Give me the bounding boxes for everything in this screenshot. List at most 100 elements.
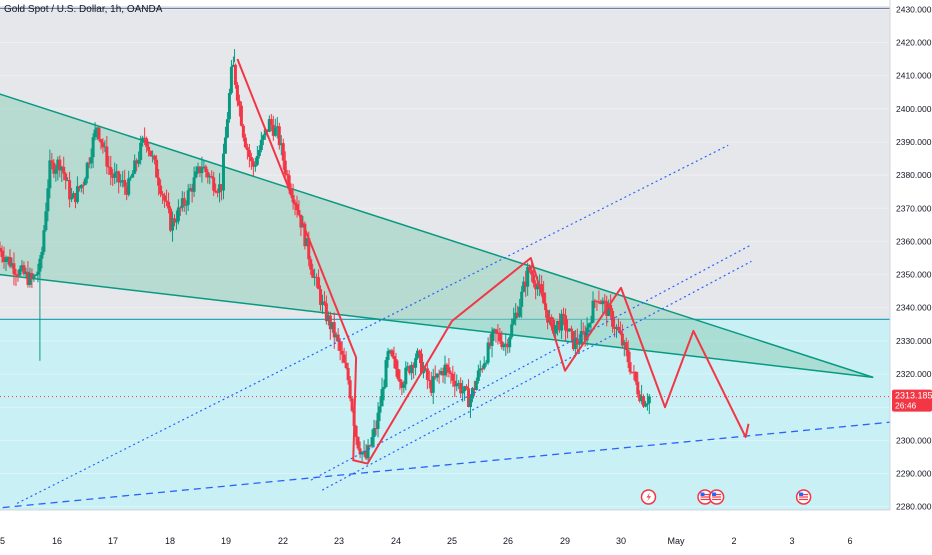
candle-body [613, 326, 617, 329]
candle-body [93, 129, 97, 138]
candle-body [346, 367, 350, 381]
lightning-event-icon[interactable] [640, 489, 657, 505]
candle-body [73, 193, 77, 203]
candle-body [72, 193, 76, 198]
candle-body [419, 353, 423, 374]
candle-body [320, 301, 324, 305]
candle-body [470, 388, 474, 399]
candle-body [524, 281, 528, 287]
x-tick-label: 23 [334, 536, 344, 546]
candle-body [581, 331, 585, 333]
candle-body [484, 362, 488, 364]
candle-body [125, 186, 129, 195]
candle-body [34, 274, 38, 276]
candle-body [279, 143, 283, 146]
candle-body [147, 146, 151, 151]
candle-body [194, 171, 198, 178]
candle-body [204, 166, 208, 172]
x-tick-label: May [667, 536, 685, 546]
candle-body [510, 324, 514, 338]
candle-body [157, 177, 161, 186]
candle-body [338, 341, 342, 351]
x-tick-label: 6 [847, 536, 852, 546]
candle-body [315, 276, 319, 278]
candle-body [467, 388, 471, 408]
candle-body [402, 384, 406, 388]
candle-body [283, 160, 287, 174]
candle-body [127, 178, 131, 195]
candle-body [616, 326, 620, 331]
candle-body [121, 180, 125, 182]
candle-body [239, 105, 243, 126]
candle-body [421, 369, 425, 374]
price-axis-background [890, 0, 932, 550]
candle-body [406, 366, 410, 368]
candle-body [601, 300, 605, 305]
candle-body [482, 363, 486, 369]
x-tick-label: 24 [391, 536, 401, 546]
candle-body [182, 198, 186, 206]
candle-body [344, 362, 348, 368]
x-tick-label: 19 [221, 536, 231, 546]
lightning-bolt [646, 492, 651, 502]
candle-body [26, 271, 30, 285]
candle-body [603, 300, 607, 302]
candle-body [275, 126, 279, 128]
candle-body [109, 167, 113, 175]
candle-body [599, 302, 603, 305]
candle-body [516, 312, 520, 317]
flag-canton [700, 492, 705, 496]
candle-body [313, 276, 317, 278]
x-tick-label: 22 [278, 536, 288, 546]
candle-body [40, 251, 44, 259]
candle-body [271, 124, 275, 136]
y-tick-label: 2400.000 [896, 104, 932, 114]
candle-body [220, 184, 224, 191]
candle-body [626, 350, 630, 363]
x-tick-label: 26 [503, 536, 513, 546]
candle-body [388, 350, 392, 352]
candle-body [514, 312, 518, 319]
candle-body [328, 315, 332, 330]
candle-body [317, 277, 321, 290]
candle-body [267, 119, 271, 132]
candle-body [171, 218, 175, 231]
candle-body [508, 337, 512, 348]
x-tick-label: 2 [731, 536, 736, 546]
us-flag-event-icon[interactable] [795, 489, 812, 505]
candle-body [461, 391, 465, 394]
us-flag-event-icon[interactable] [708, 489, 725, 505]
candle-body [129, 177, 133, 179]
candle-body [425, 368, 429, 380]
candle-body [202, 166, 206, 169]
candle-body [368, 445, 372, 447]
candle-body [58, 159, 62, 171]
channel-line-2 [310, 244, 752, 481]
candle-body [16, 274, 20, 276]
candle-body [46, 188, 50, 212]
candle-body [68, 180, 72, 200]
candle-body [530, 270, 534, 275]
candle-body [153, 155, 157, 160]
candle-body [443, 364, 447, 376]
candle-body [567, 328, 571, 332]
current-price-badge [892, 389, 932, 412]
candle-body [79, 184, 83, 189]
candle-body [431, 376, 435, 393]
candle-body [253, 164, 257, 167]
candle-body [119, 181, 123, 183]
candle-body [251, 161, 255, 167]
candle-body [400, 381, 404, 388]
candle-body [437, 373, 441, 375]
candle-body [494, 329, 498, 333]
candle-body [0, 250, 4, 257]
candle-body [556, 320, 560, 326]
candle-body [281, 143, 285, 161]
candle-body [374, 428, 378, 430]
y-tick-label: 2320.000 [896, 369, 932, 379]
candle-body [416, 350, 420, 359]
candle-body [558, 320, 562, 331]
candle-body [241, 125, 245, 138]
